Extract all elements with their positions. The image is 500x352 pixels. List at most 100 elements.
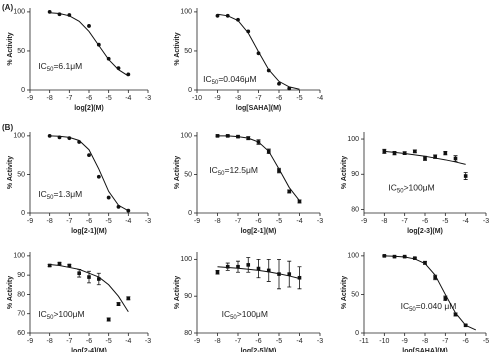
x-tick-label: -4 (296, 338, 302, 345)
annotation-part: IC (209, 165, 218, 175)
y-tick-label: 100 (180, 9, 192, 16)
x-tick-label: -4 (317, 95, 323, 102)
data-point (87, 24, 91, 28)
annotation-part: IC (38, 189, 47, 199)
x-axis-label: log[2](M) (74, 105, 104, 112)
data-point (423, 261, 427, 265)
data-point (297, 199, 302, 204)
x-tick-label: -5 (276, 218, 282, 225)
y-tick-label: 100 (347, 253, 359, 260)
x-tick-label: -6 (255, 338, 261, 345)
annotation-part: 50 (47, 195, 54, 201)
x-tick-label: -8 (47, 218, 53, 225)
data-point (287, 272, 292, 276)
panel-label: (B) (2, 123, 13, 132)
annotation-part: =6.1μM (53, 61, 82, 71)
annotation: IC50>100μM (388, 183, 434, 194)
y-tick-label: 90 (351, 171, 359, 178)
x-tick-label: -8 (47, 95, 53, 102)
x-tick-label: -7 (442, 338, 448, 345)
data-point (126, 208, 131, 213)
fit-line (217, 135, 300, 201)
data-point (266, 268, 271, 273)
annotation: IC50>100μM (38, 309, 84, 320)
x-tick-label: -7 (66, 95, 72, 102)
x-tick-label: -3 (145, 338, 151, 345)
annotation-part: IC (222, 309, 231, 319)
y-axis-label: % Activity (7, 276, 14, 309)
annotation-part: 50 (212, 80, 219, 86)
y-tick-label: 50 (17, 48, 25, 55)
data-point (433, 154, 437, 159)
annotation-part: 50 (230, 315, 237, 321)
annotation-part: >100μM (237, 309, 268, 319)
x-tick-label: -9 (214, 95, 220, 102)
data-point (453, 312, 458, 317)
annotation: IC50>100μM (222, 309, 268, 320)
data-point (87, 153, 91, 158)
x-tick-label: -3 (145, 218, 151, 225)
data-point (97, 277, 101, 281)
annotation-part: 50 (47, 315, 54, 321)
x-axis-label: log[2-1](M) (71, 228, 107, 235)
annotation-part: 50 (397, 188, 404, 194)
y-axis-label: % Activity (174, 156, 181, 189)
y-tick-label: 100 (180, 256, 192, 263)
x-tick-label: -5 (483, 338, 489, 345)
data-point (87, 275, 91, 279)
x-tick-label: -9 (27, 218, 33, 225)
x-tick-label: -5 (296, 95, 302, 102)
data-point (106, 317, 111, 322)
data-point (277, 168, 281, 173)
annotation-part: >100μM (404, 183, 435, 193)
x-tick-label: -3 (317, 338, 323, 345)
x-tick-label: -6 (255, 218, 261, 225)
y-tick-label: 80 (351, 206, 359, 213)
y-tick-label: 100 (13, 253, 25, 260)
fit-line (384, 150, 466, 165)
fit-line (217, 13, 300, 90)
x-tick-label: -4 (125, 218, 131, 225)
data-point (47, 263, 52, 268)
x-tick-label: -9 (27, 338, 33, 345)
data-point (116, 302, 121, 306)
x-tick-label: -7 (255, 95, 261, 102)
data-point (453, 156, 458, 161)
x-axis-label: log[2-5](M) (241, 348, 277, 352)
x-tick-label: -8 (47, 338, 53, 345)
data-point (225, 264, 230, 269)
fit-line (384, 255, 477, 331)
annotation-part: >100μM (53, 309, 84, 319)
annotation-part: =1.3μM (53, 189, 82, 199)
x-tick-label: -7 (235, 218, 241, 225)
x-tick-label: -8 (214, 338, 220, 345)
fit-line (217, 266, 300, 279)
x-tick-label: -5 (106, 338, 112, 345)
annotation: IC50=6.1μM (38, 61, 82, 72)
y-tick-label: 100 (180, 133, 192, 140)
annotation: IC50=0.040 μM (401, 301, 457, 312)
y-tick-label: 90 (184, 293, 192, 300)
x-tick-label: -6 (86, 95, 92, 102)
y-axis-label: % Activity (174, 276, 181, 309)
fit-line (49, 12, 129, 77)
y-tick-label: 60 (17, 330, 25, 337)
x-axis-label: log[SAHA](M) (236, 105, 282, 112)
y-tick-label: 0 (21, 210, 25, 217)
x-tick-label: -3 (483, 218, 489, 225)
x-tick-label: -8 (214, 218, 220, 225)
data-point (423, 156, 427, 161)
y-axis-label: % Activity (341, 276, 348, 309)
x-tick-label: -9 (194, 218, 200, 225)
y-tick-label: 100 (13, 9, 25, 16)
x-tick-label: -8 (422, 338, 428, 345)
data-point (96, 174, 101, 179)
fit-line (49, 135, 129, 212)
annotation-part: IC (38, 61, 47, 71)
data-point (215, 270, 220, 275)
y-tick-label: 0 (188, 210, 192, 217)
y-tick-label: 50 (17, 171, 25, 178)
data-point (236, 264, 240, 269)
x-tick-label: -8 (381, 218, 387, 225)
